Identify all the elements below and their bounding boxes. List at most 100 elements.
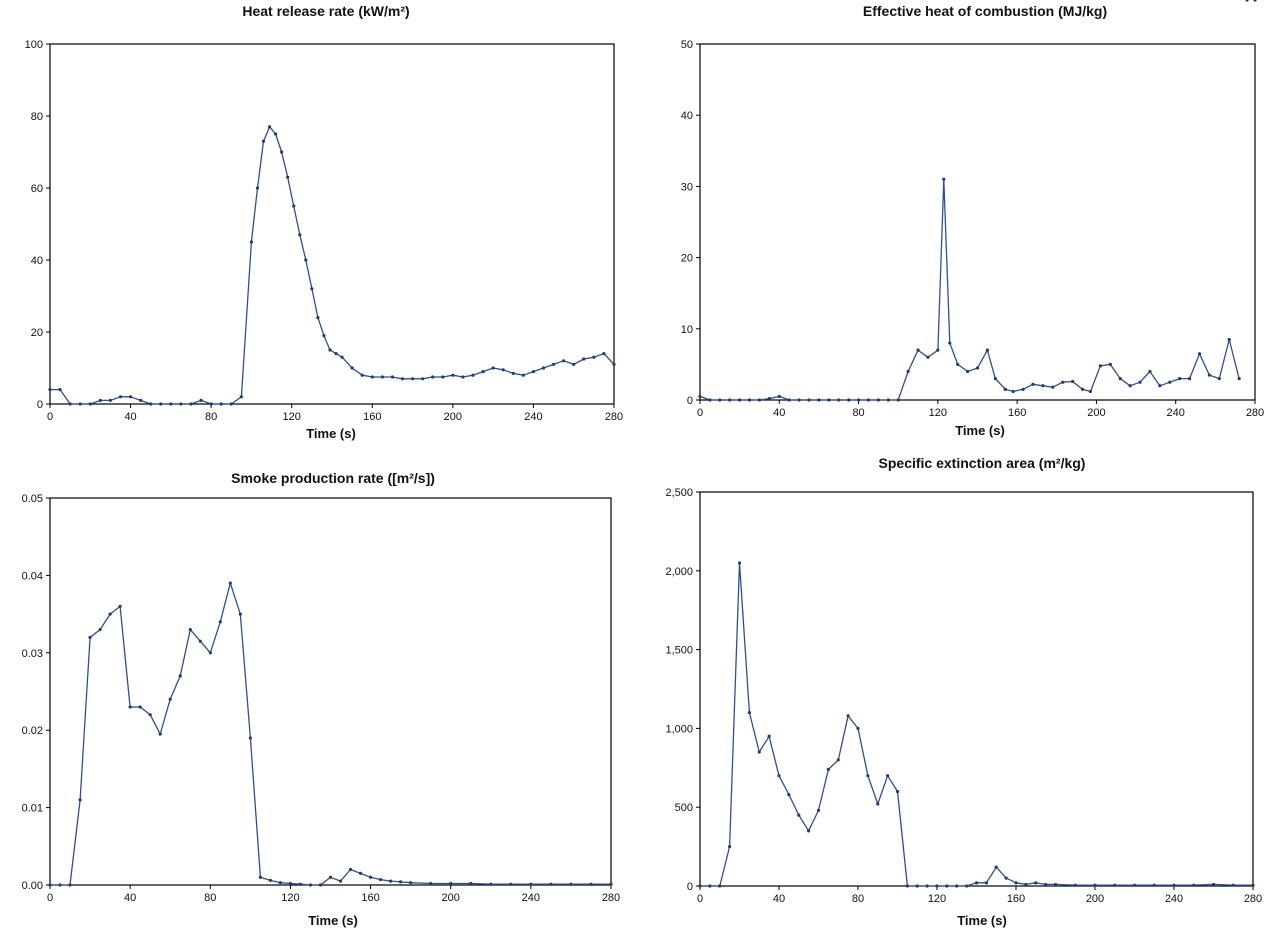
data-point bbox=[188, 627, 192, 632]
y-tick-label: 40 bbox=[681, 110, 693, 122]
x-tick-label: 160 bbox=[363, 411, 381, 423]
data-point bbox=[592, 355, 596, 359]
data-point bbox=[994, 865, 998, 869]
data-point bbox=[511, 371, 515, 375]
y-tick-label: 2,500 bbox=[665, 487, 693, 499]
data-point bbox=[48, 388, 52, 392]
data-point bbox=[984, 881, 988, 885]
data-point bbox=[602, 352, 606, 356]
data-point bbox=[1031, 382, 1035, 386]
data-point bbox=[1088, 389, 1093, 394]
x-tick-label: 0 bbox=[47, 411, 53, 423]
data-point bbox=[886, 774, 890, 778]
data-point bbox=[489, 882, 493, 886]
data-point bbox=[926, 355, 930, 359]
data-point bbox=[68, 883, 72, 887]
data-point bbox=[836, 758, 840, 762]
data-point bbox=[118, 604, 122, 608]
data-point bbox=[1014, 881, 1018, 885]
data-point bbox=[400, 377, 405, 381]
data-point bbox=[139, 398, 143, 402]
data-point bbox=[612, 362, 616, 366]
chart-title: Effective heat of combustion (MJ/kg) bbox=[862, 3, 1108, 19]
data-point bbox=[316, 316, 320, 320]
data-point bbox=[58, 883, 62, 887]
data-point bbox=[378, 877, 383, 882]
data-point bbox=[469, 881, 473, 886]
data-point bbox=[280, 150, 284, 154]
x-tick-label: 200 bbox=[444, 411, 462, 423]
data-point bbox=[572, 362, 576, 366]
data-point bbox=[158, 732, 162, 736]
data-point bbox=[582, 357, 586, 361]
data-point bbox=[837, 398, 841, 402]
data-point bbox=[876, 802, 880, 806]
x-tick-label: 160 bbox=[361, 892, 379, 904]
data-point bbox=[956, 362, 960, 366]
data-point bbox=[1187, 377, 1192, 381]
y-tick-label: 40 bbox=[31, 255, 43, 267]
data-point bbox=[48, 883, 52, 887]
data-point bbox=[1041, 384, 1045, 388]
x-tick-label: 120 bbox=[283, 411, 301, 423]
data-point bbox=[827, 398, 831, 402]
data-point bbox=[431, 375, 435, 379]
data-point bbox=[895, 789, 900, 794]
data-point bbox=[1168, 380, 1172, 384]
data-point bbox=[1053, 882, 1058, 887]
y-tick-label: 1,500 bbox=[665, 645, 693, 657]
data-point bbox=[747, 711, 751, 715]
y-tick-label: 0.05 bbox=[22, 493, 43, 505]
data-point bbox=[886, 398, 890, 402]
y-tick-label: 20 bbox=[681, 253, 693, 265]
plot-frame bbox=[49, 43, 615, 405]
data-point bbox=[348, 867, 353, 872]
x-tick-label: 160 bbox=[1008, 407, 1026, 419]
data-point bbox=[905, 884, 909, 888]
data-point bbox=[334, 352, 338, 356]
data-point bbox=[368, 875, 373, 879]
data-point bbox=[965, 369, 970, 374]
data-point bbox=[88, 635, 92, 639]
y-tick-label: 500 bbox=[675, 802, 693, 814]
data-point bbox=[78, 798, 82, 802]
data-point bbox=[738, 398, 742, 402]
data-point bbox=[304, 258, 308, 262]
data-point bbox=[138, 705, 142, 709]
data-point bbox=[708, 398, 712, 402]
x-tick-label: 0 bbox=[697, 407, 703, 419]
y-tick-label: 100 bbox=[25, 39, 43, 51]
y-tick-label: 1,000 bbox=[665, 723, 693, 735]
data-point bbox=[168, 697, 172, 701]
x-tick-label: 240 bbox=[522, 892, 540, 904]
data-point bbox=[541, 366, 546, 370]
data-point bbox=[268, 878, 272, 882]
y-tick-label: 0.04 bbox=[22, 570, 43, 582]
data-point bbox=[569, 882, 573, 886]
x-tick-label: 280 bbox=[1244, 893, 1262, 905]
data-point bbox=[1197, 352, 1202, 356]
chart-title: Specific extinction area (m²/kg) bbox=[878, 455, 1086, 471]
data-point bbox=[421, 377, 425, 381]
data-point bbox=[856, 398, 861, 402]
data-point bbox=[218, 620, 222, 624]
data-point bbox=[1178, 377, 1182, 381]
data-point bbox=[896, 398, 900, 402]
data-point bbox=[1108, 362, 1112, 366]
data-point bbox=[198, 639, 202, 643]
data-point bbox=[338, 879, 343, 883]
data-point bbox=[521, 373, 525, 377]
data-point bbox=[1021, 387, 1025, 391]
x-tick-label: 120 bbox=[281, 892, 299, 904]
data-point bbox=[350, 366, 354, 370]
data-point bbox=[1080, 387, 1085, 391]
x-axis-label: Time (s) bbox=[957, 913, 1007, 928]
data-point bbox=[178, 674, 182, 678]
y-tick-label: 60 bbox=[31, 183, 43, 195]
data-point bbox=[288, 881, 293, 886]
data-point bbox=[249, 240, 254, 244]
data-point bbox=[239, 395, 243, 399]
x-axis-label: Time (s) bbox=[308, 913, 358, 928]
